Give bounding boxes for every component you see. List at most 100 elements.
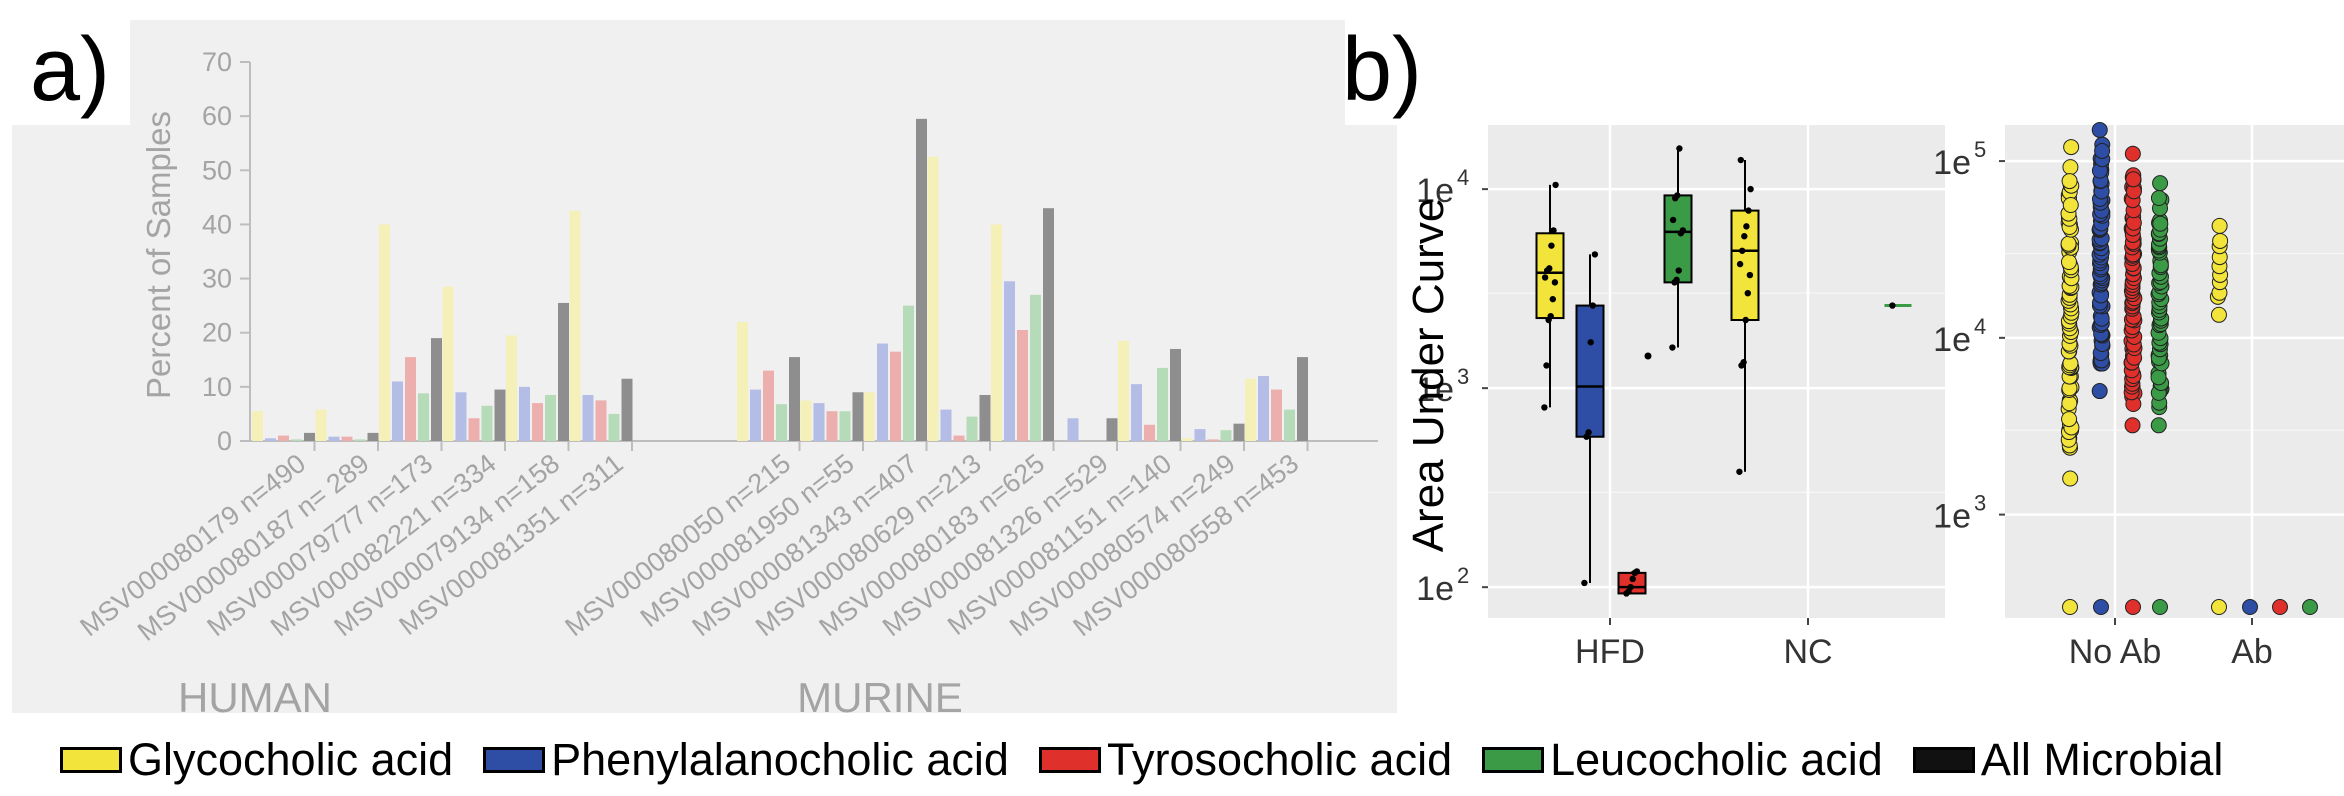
legend-label: All Microbial [1980,734,2224,785]
strip-point-tyro [2124,145,2141,162]
bar-phenyl [519,386,530,441]
bar-phenyl [265,438,276,441]
x-tick-label: NC [1783,633,1832,671]
bar-glyco [927,156,939,441]
y-tick-exponent: 3 [1974,491,1986,516]
data-point-glyco [1548,242,1555,249]
bar-leuco [1220,430,1232,441]
bar-tyro [468,418,480,441]
bar-all [1170,348,1181,441]
group-label-human: HUMAN [178,674,332,721]
bar-phenyl [750,389,761,441]
outlier-point [1644,352,1652,360]
bar-phenyl [1258,376,1269,441]
bar-phenyl [1131,384,1142,441]
data-point-tyro [1633,568,1641,575]
bar-leuco [354,439,366,441]
legend: Glycocholic acid Phenylalanocholic acid Ty… [60,730,2253,790]
strip-point-phenyl [2094,142,2111,159]
y-axis-title: Percent of Samples [140,111,177,399]
group-label-murine: MURINE [797,674,963,721]
y-axis-title: Area Under Curve [1404,198,1453,553]
bar-tyro [1207,439,1219,441]
y-tick-label: 40 [202,209,232,239]
baseline-point-tyro [2125,599,2141,616]
strip-point-leuco [2152,215,2169,232]
bar-tyro [763,370,774,441]
y-tick-label: 1e [1933,498,1971,536]
bar-phenyl [328,436,340,441]
y-tick-label: 30 [202,264,232,294]
bar-leuco [839,411,851,441]
baseline-point-phenyl [2242,599,2258,616]
strip-point-glyco [2063,139,2080,156]
baseline-point-phenyl [2093,599,2109,616]
strip-point-glyco [2212,232,2229,249]
bar-leuco [903,305,914,441]
bar-glyco [379,224,390,441]
data-point-glyco [1737,156,1745,164]
bar-all [852,392,864,441]
data-point-glyco [1741,233,1748,240]
data-point-leuco [1673,276,1680,284]
bar-tyro [278,435,289,441]
panel-a-background-top [130,20,1345,130]
bar-phenyl [940,409,952,441]
data-point-glyco [1543,362,1550,369]
y-tick-label: 1e [1416,371,1454,409]
strip-point-glyco [2211,217,2228,234]
strip-point-glyco [2060,235,2077,252]
bar-glyco [442,286,454,441]
legend-item-all: All Microbial [1912,734,2224,786]
strip-point-tyro [2124,417,2141,434]
data-point-leuco [1676,145,1683,152]
bar-leuco [1030,294,1041,441]
bar-all [916,118,927,441]
bar-phenyl [392,381,403,441]
data-point-glyco [1745,207,1752,214]
bar-phenyl [1194,429,1206,441]
bar-leuco [608,413,620,441]
data-point-glyco [1742,316,1749,324]
strip-point-glyco [2210,306,2227,323]
y-tick-label: 70 [202,47,232,77]
strip-point-glyco [2061,395,2078,412]
bar-glyco [800,400,812,441]
bar-phenyl [455,392,467,441]
data-point-glyco [1746,271,1754,279]
y-tick-exponent: 2 [1457,563,1469,588]
bar-glyco [991,224,1002,441]
legend-label: Leucocholic acid [1550,734,1883,785]
data-point-leuco [1679,227,1687,234]
y-tick-exponent: 4 [1457,165,1469,190]
y-tick-exponent: 5 [1974,137,1986,162]
bar-glyco [864,392,875,441]
bar-glyco [252,411,263,441]
x-tick-label: Ab [2231,633,2273,671]
bar-leuco [545,394,556,441]
strip-point-glyco [2060,254,2077,271]
data-point-leuco [1669,216,1677,224]
bar-leuco [776,404,787,441]
data-point-glyco [1551,279,1559,286]
strip-point-phenyl [2091,121,2108,138]
bar-tyro [953,435,965,441]
bar-all [621,378,633,441]
bar-phenyl [582,394,594,441]
bar-leuco [966,416,978,441]
bar-glyco [506,335,517,441]
baseline-point-glyco [2062,599,2078,616]
bar-glyco [569,210,581,441]
legend-item-phenyl: Phenylalanocholic acid [483,734,1009,786]
bar-glyco [1245,378,1256,441]
bar-all [494,389,506,441]
bar-all [1233,423,1245,441]
bar-tyro [1017,330,1028,441]
bar-all [1297,357,1308,441]
bar-phenyl [1004,281,1015,441]
strip-point-glyco [2061,411,2078,428]
strip-point-leuco [2150,417,2167,434]
